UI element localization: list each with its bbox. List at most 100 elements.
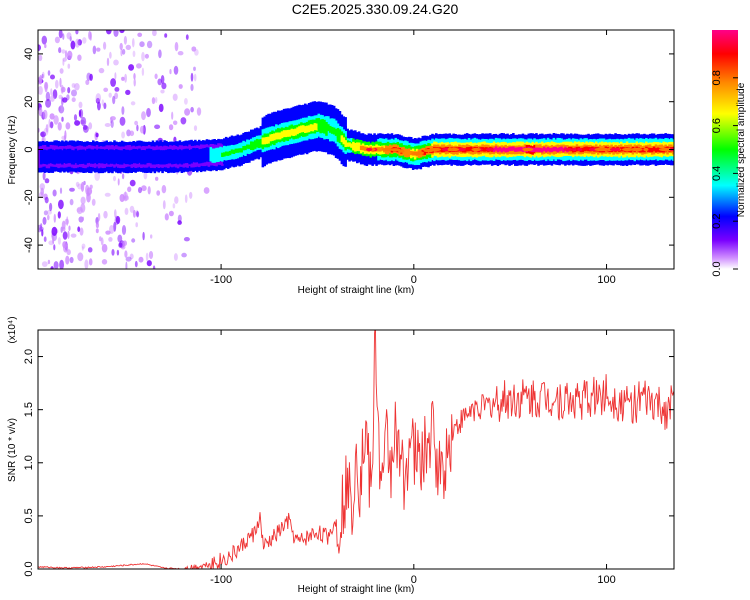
ridge-cell [356,145,359,150]
ridge-cell [82,149,85,164]
noise-speck [127,186,132,193]
ridge-cell [122,149,126,164]
ridge-cell [296,127,299,135]
ridge-peak [622,147,634,152]
ridge-cell [267,136,270,144]
noise-speck [152,265,156,269]
noise-speck [74,83,80,91]
noise-speck [58,94,63,100]
spectrogram-x-tick-label: 100 [597,274,615,286]
noise-speck [110,78,116,87]
noise-speck [82,216,84,221]
ridge-cell [199,148,203,164]
ridge-cell [163,150,166,165]
ridge-cell [533,147,536,153]
ridge-cell [118,150,122,165]
ridge-cell [309,124,313,132]
noise-speck [181,252,187,258]
noise-speck [129,179,136,187]
noise-speck [50,74,55,80]
noise-speck [82,37,87,44]
ridge-cell [290,128,294,136]
noise-speck [103,87,109,93]
noise-speck [65,122,71,130]
noise-speck [58,105,65,114]
ridge-cell [342,137,346,145]
spectrogram-x-label: Height of straight line (km) [298,285,415,296]
noise-speck [119,30,125,34]
noise-speck [73,114,78,121]
noise-speck [145,252,149,262]
ridge-cell [196,148,199,163]
noise-speck [77,252,84,262]
noise-speck [89,31,92,41]
noise-speck [88,122,93,130]
ridge-cell [562,148,565,153]
spectrogram-panel: -100 0 100 -40 -20 0 20 40 Height of straight l… [7,29,675,296]
ridge-cell [224,151,228,156]
ridge-cell [159,150,162,165]
ridge-cell [321,123,324,131]
noise-speck [53,261,59,269]
noise-speck [62,231,68,240]
ridge-cell [209,147,213,162]
ridge-cell [269,134,272,142]
ridge-cell [350,143,353,148]
noise-speck [119,116,126,126]
noise-speck [44,178,50,184]
noise-speck [103,210,108,219]
colorbar: 0.0 0.2 0.4 0.6 0.8 Normalized spectral ampl… [711,30,747,277]
ridge-cell [377,147,380,152]
noise-speck [63,134,66,142]
ridge-cell [359,145,363,150]
ridge-cell [257,141,261,146]
ridge-cell [348,142,351,147]
noise-speck [91,198,96,206]
noise-speck [121,173,125,180]
noise-speck [109,51,112,59]
noise-speck [49,202,53,212]
noise-speck [120,48,123,57]
noise-speck [77,39,82,46]
ridge-cell [334,129,338,136]
noise-speck [71,97,76,103]
noise-speck [173,253,178,261]
noise-speck [136,211,140,218]
ridge-cell [516,147,519,152]
ridge-cell [352,144,355,149]
ridge-cell [215,147,218,163]
noise-speck [124,250,128,258]
ridge-cell [463,148,467,153]
noise-speck [141,185,147,192]
ridge-cell [263,137,267,145]
ridge-cell [315,123,319,131]
noise-speck [95,222,99,229]
ridge-peak [563,147,573,152]
ridge-cell [144,150,147,165]
noise-speck [97,101,101,111]
snr-x-tick-label: -100 [210,574,232,586]
noise-speck [121,131,125,139]
noise-speck [113,30,119,37]
noise-speck [95,132,99,138]
ridge-cell [93,148,97,163]
ridge-cell [587,146,590,152]
ridge-cell [68,148,72,164]
ridge-cell [294,128,297,136]
noise-speck [47,259,51,265]
ridge-cell [113,150,116,165]
noise-speck [171,111,174,120]
ridge-cell [346,142,349,147]
noise-speck [55,79,59,89]
ridge-cell [84,150,87,165]
noise-speck [155,97,158,103]
ridge-cell [211,148,215,163]
noise-speck [58,30,63,39]
ridge-cell [78,149,82,165]
noise-speck [104,123,111,127]
noise-speck [157,78,162,86]
noise-speck [193,125,198,131]
ridge-cell [344,140,347,147]
noise-speck [78,109,82,117]
ridge-cell [548,148,552,153]
